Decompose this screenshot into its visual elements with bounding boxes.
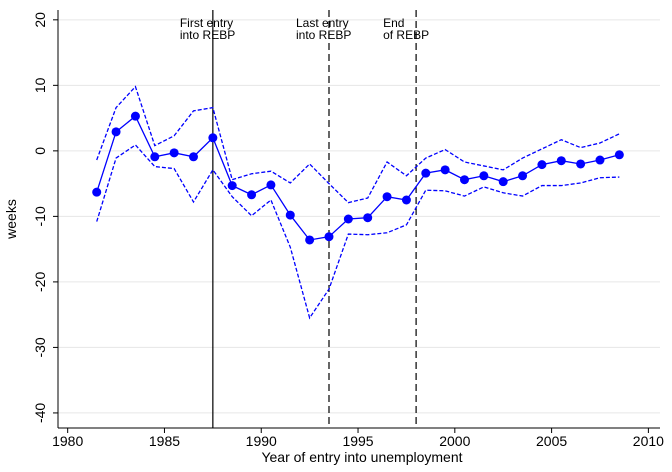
series-line (96, 115, 620, 241)
data-point (518, 171, 528, 181)
data-point (150, 152, 160, 162)
reference-label: of REBP (383, 28, 429, 42)
data-point (382, 192, 392, 202)
data-point (111, 127, 121, 137)
y-tick-label: 20 (32, 12, 48, 28)
data-point (614, 150, 624, 160)
data-point (130, 111, 140, 121)
data-point (556, 156, 566, 166)
x-tick-label: 1995 (342, 433, 373, 449)
data-point (440, 165, 450, 175)
series-line (96, 144, 620, 320)
data-point (479, 171, 489, 181)
data-point (343, 214, 353, 224)
data-point (421, 168, 431, 178)
data-point (169, 148, 179, 158)
reference-label: into REBP (180, 28, 235, 42)
data-point (595, 155, 605, 165)
x-axis-label: Year of entry into unemployment (261, 449, 462, 465)
data-point (305, 235, 315, 245)
x-tick-label: 1990 (246, 433, 277, 449)
data-point (247, 190, 257, 200)
reference-label: End (383, 16, 404, 30)
data-point (227, 181, 237, 191)
x-tick-label: 1980 (52, 433, 83, 449)
data-point (576, 159, 586, 169)
data-point (537, 160, 547, 170)
y-tick-label: 0 (32, 147, 48, 155)
data-point (324, 232, 334, 242)
x-tick-label: 2010 (633, 433, 664, 449)
data-point (401, 195, 411, 205)
y-tick-label: -20 (32, 272, 48, 292)
x-tick-label: 2005 (536, 433, 567, 449)
x-tick-label: 2000 (439, 433, 470, 449)
data-point (266, 180, 276, 190)
y-tick-label: -10 (32, 206, 48, 226)
data-point (208, 133, 218, 143)
x-tick-label: 1985 (149, 433, 180, 449)
data-point (459, 175, 469, 185)
series-line (96, 85, 620, 204)
reference-label: First entry (180, 16, 233, 30)
y-tick-label: -40 (32, 403, 48, 423)
y-tick-label: -30 (32, 337, 48, 357)
data-point (92, 187, 102, 197)
reference-label: Last entry (296, 16, 349, 30)
data-point (285, 210, 295, 220)
data-point (188, 152, 198, 162)
y-tick-label: 10 (32, 77, 48, 93)
y-axis-label: weeks (3, 199, 19, 240)
data-point (498, 177, 508, 187)
reference-label: into REBP (296, 28, 351, 42)
data-point (363, 213, 373, 223)
